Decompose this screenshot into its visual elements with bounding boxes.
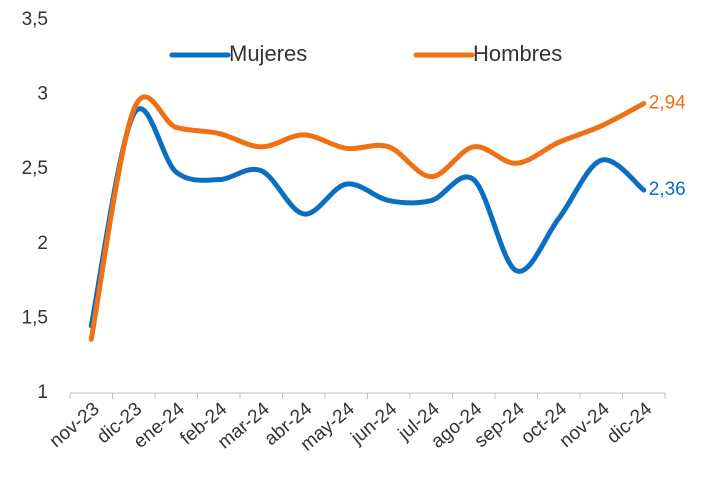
data-label: 2,94	[649, 93, 686, 114]
data-label: 2,36	[649, 179, 686, 200]
y-tick-label: 3	[37, 84, 48, 105]
x-tick-label: nov-24	[556, 398, 614, 452]
y-tick-label: 2,5	[22, 158, 48, 179]
line	[88, 106, 647, 329]
x-tick-label: sep-24	[471, 398, 529, 452]
line	[88, 94, 647, 342]
x-tick-label: jun-24	[346, 398, 401, 449]
legend-label: Mujeres	[229, 41, 307, 66]
x-tick-label: dic-24	[603, 398, 656, 448]
y-tick-label: 3,5	[22, 9, 48, 30]
y-tick-label: 2	[37, 233, 48, 254]
legend-label: Hombres	[473, 41, 562, 66]
y-tick-label: 1,5	[22, 307, 48, 328]
y-tick-label: 1	[37, 382, 48, 403]
x-tick-label: nov-23	[46, 399, 104, 452]
